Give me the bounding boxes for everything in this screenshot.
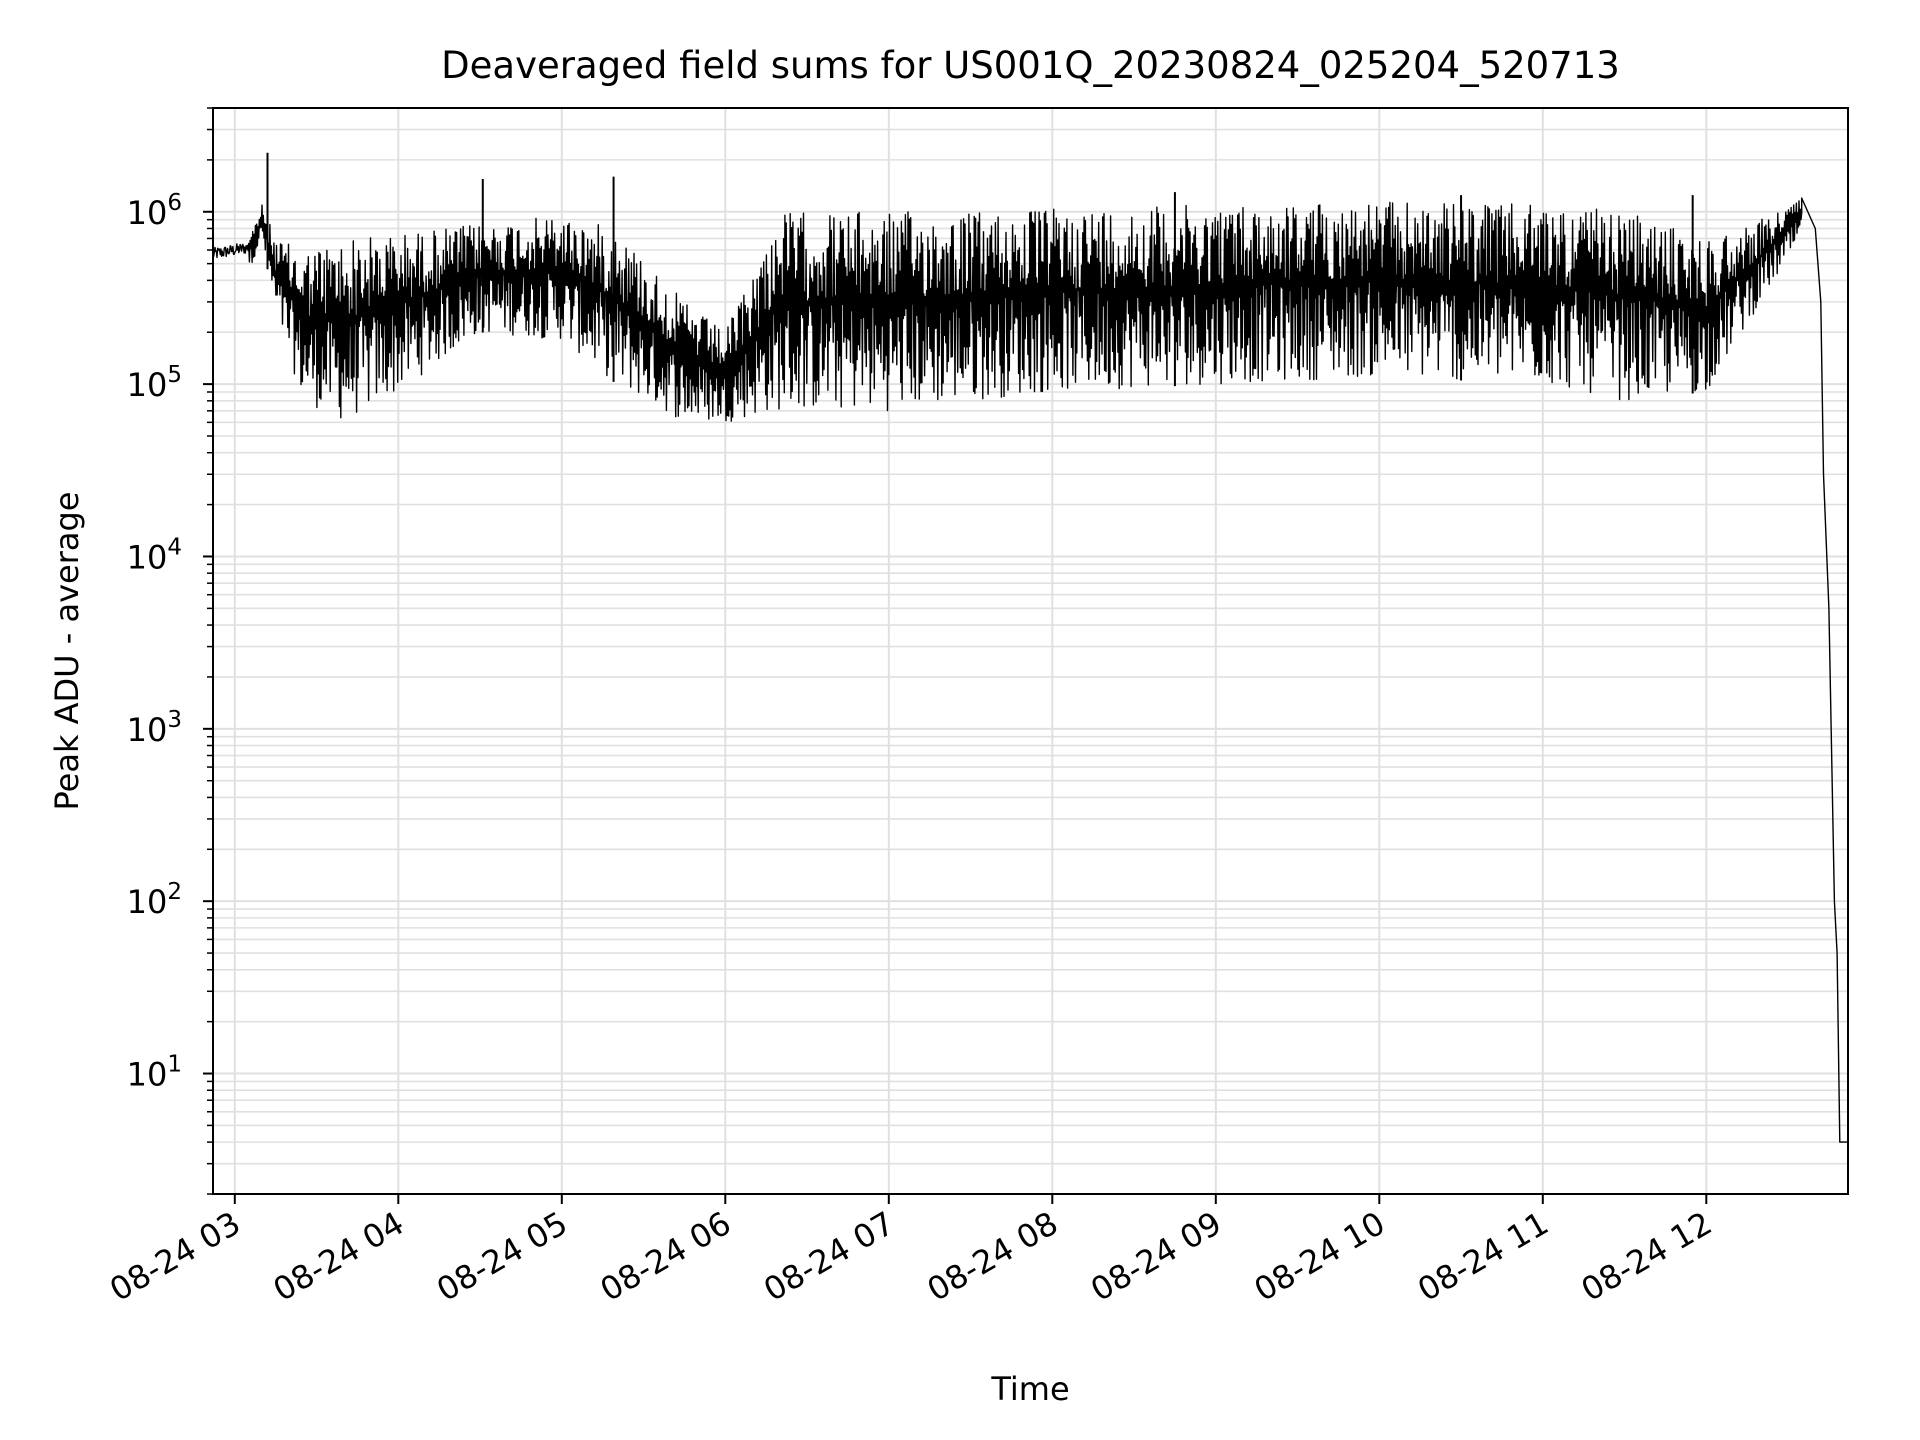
y-tick-label: 106 bbox=[127, 190, 182, 232]
y-tick-label: 105 bbox=[127, 362, 182, 404]
y-tick-label: 102 bbox=[127, 879, 182, 921]
y-axis-label: Peak ADU - average bbox=[48, 492, 86, 811]
plot-frame bbox=[212, 107, 1849, 1195]
x-axis-label: Time bbox=[990, 1370, 1069, 1408]
y-tick-label: 103 bbox=[127, 707, 182, 749]
y-tick-label: 101 bbox=[127, 1052, 182, 1094]
chart-title: Deaveraged field sums for US001Q_2023082… bbox=[441, 44, 1620, 87]
grid-layer bbox=[213, 107, 1848, 1195]
y-tick-label: 104 bbox=[127, 534, 182, 576]
series-layer bbox=[212, 152, 1848, 1143]
series-line bbox=[212, 197, 1848, 1143]
